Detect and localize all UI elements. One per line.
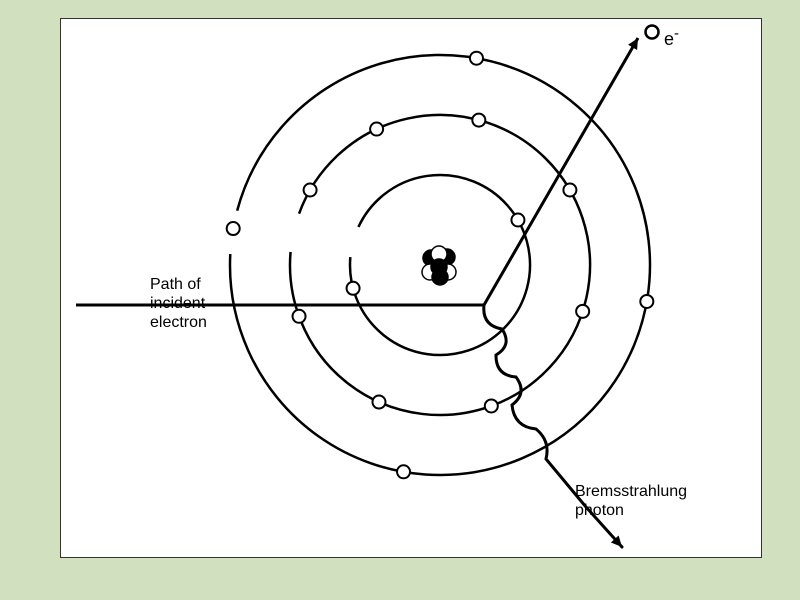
shell-electron <box>304 184 317 197</box>
shell-electron <box>347 282 360 295</box>
shell-electron <box>563 184 576 197</box>
shell-electron <box>511 214 524 227</box>
shell-electron <box>293 310 306 323</box>
shell-electron <box>397 465 410 478</box>
nucleon <box>432 269 448 285</box>
shell-electron <box>640 295 653 308</box>
bremsstrahlung-photon-label: Bremsstrahlung photon <box>575 482 687 520</box>
shell-electron <box>576 305 589 318</box>
incident-electron-label: Path of incident electron <box>150 275 207 333</box>
shell-electron <box>370 123 383 136</box>
electron-symbol: e <box>664 29 674 49</box>
shell-electron <box>472 114 485 127</box>
shell-electron <box>227 222 240 235</box>
shell-electron <box>470 52 483 65</box>
deflected-electron-marker <box>646 26 659 39</box>
shell-electron <box>485 399 498 412</box>
shell-electron <box>372 396 385 409</box>
deflected-electron-label: e- <box>664 25 679 51</box>
electron-charge: - <box>674 25 679 42</box>
